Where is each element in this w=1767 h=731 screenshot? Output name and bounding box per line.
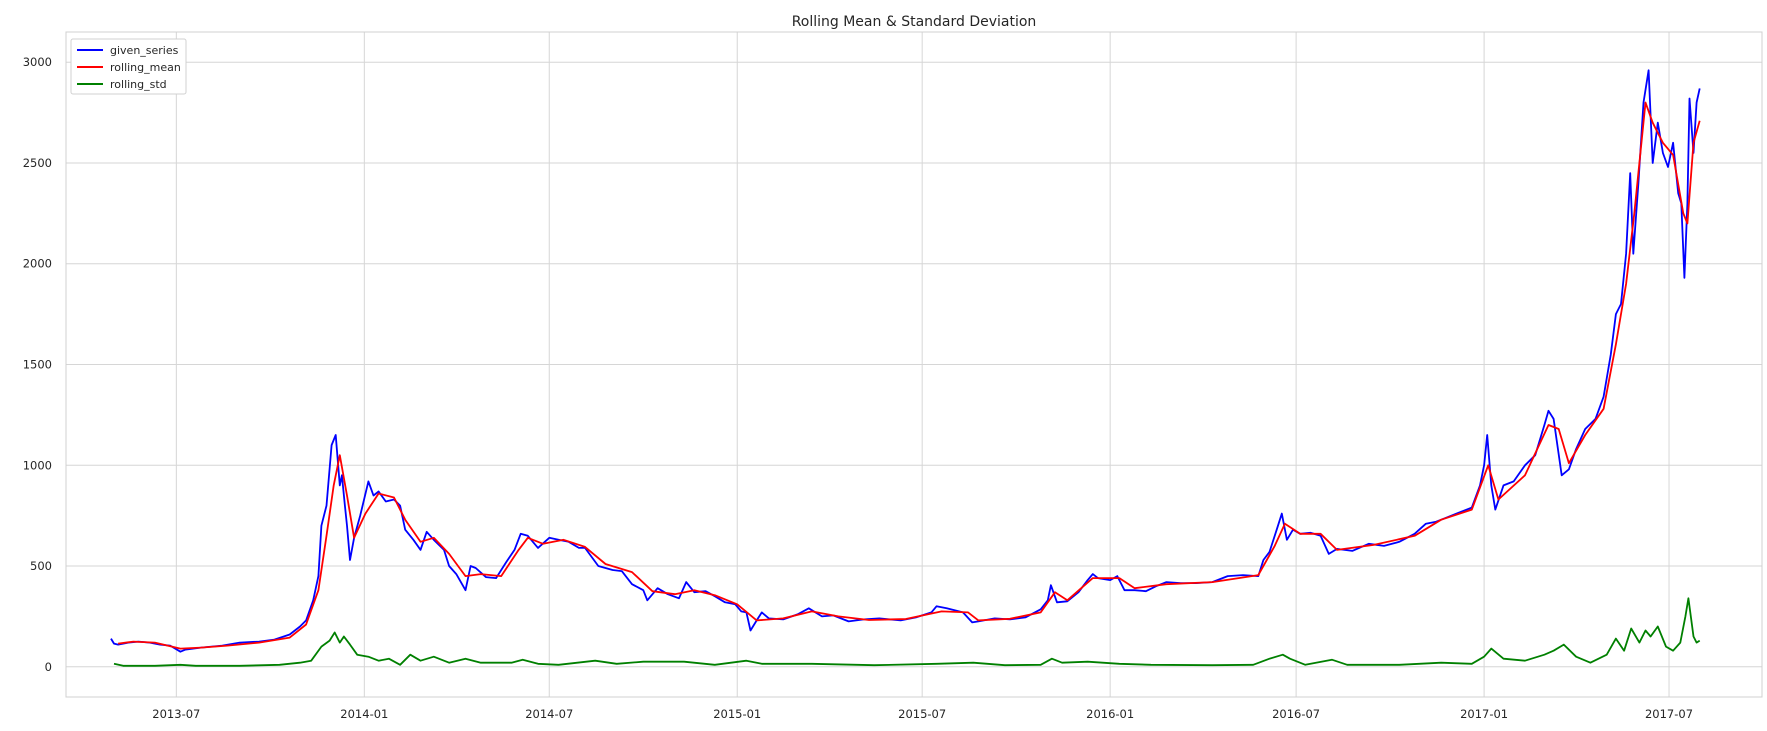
- legend-box: [70, 38, 187, 95]
- y-tick-label: 1500: [23, 358, 52, 372]
- x-tick-label: 2015-01: [713, 707, 761, 721]
- x-tick-label: 2017-01: [1460, 707, 1508, 721]
- plot-frame: [65, 31, 1763, 698]
- x-tick-label: 2016-07: [1272, 707, 1320, 721]
- y-tick-label: 500: [30, 559, 52, 573]
- x-tick-label: 2014-01: [340, 707, 388, 721]
- chart-title: Rolling Mean & Standard Deviation: [792, 14, 1037, 30]
- grid-lines: [66, 32, 1762, 697]
- x-tick-label: 2014-07: [525, 707, 573, 721]
- series-lines: [110, 69, 1701, 667]
- legend-label: given_series: [110, 44, 179, 57]
- x-tick-label: 2017-07: [1645, 707, 1693, 721]
- legend-label: rolling_std: [110, 78, 167, 91]
- y-axis-ticks: 0 500 1000 1500 2000 2500 3000: [23, 55, 52, 674]
- y-tick-label: 2000: [23, 257, 52, 271]
- x-axis-ticks: 2013-07 2014-01 2014-07 2015-01 2015-07 2016-…: [152, 707, 1693, 721]
- y-tick-label: 3000: [23, 55, 52, 69]
- legend: given_series rolling_mean rolling_std: [70, 38, 187, 95]
- series-line-given-series: [110, 69, 1701, 653]
- y-tick-label: 0: [45, 660, 52, 674]
- y-tick-label: 1000: [23, 458, 52, 472]
- series-line-rolling-std: [113, 597, 1701, 667]
- series-line-rolling-mean: [117, 101, 1701, 650]
- x-tick-label: 2015-07: [898, 707, 946, 721]
- legend-label: rolling_mean: [110, 61, 181, 74]
- x-tick-label: 2016-01: [1086, 707, 1134, 721]
- y-tick-label: 2500: [23, 156, 52, 170]
- x-tick-label: 2013-07: [152, 707, 200, 721]
